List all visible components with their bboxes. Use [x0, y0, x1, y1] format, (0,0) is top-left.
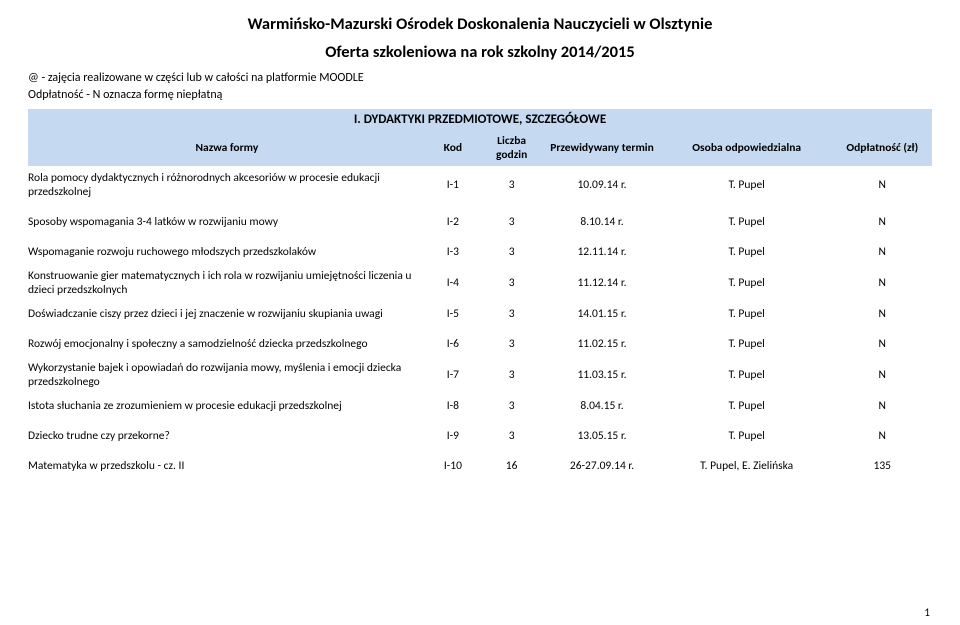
col-header-person: Osoba odpowiedzialna	[661, 130, 833, 166]
table-body: Rola pomocy dydaktycznych i różnorodnych…	[28, 166, 932, 478]
col-header-name: Nazwa formy	[28, 130, 426, 166]
cell-date: 8.04.15 r.	[543, 394, 661, 418]
cell-person: T. Pupel, E. Zielińska	[661, 454, 833, 478]
cell-fee: N	[833, 394, 932, 418]
cell-person: T. Pupel	[661, 264, 833, 302]
col-header-hours: Liczba godzin	[480, 130, 543, 166]
cell-name: Rola pomocy dydaktycznych i różnorodnych…	[28, 166, 426, 204]
cell-name: Doświadczanie ciszy przez dzieci i jej z…	[28, 302, 426, 326]
cell-hours: 3	[480, 210, 543, 234]
cell-code: I-5	[426, 302, 480, 326]
cell-code: I-8	[426, 394, 480, 418]
table-row: Matematyka w przedszkolu - cz. III-10162…	[28, 454, 932, 478]
page-title: Warmińsko-Mazurski Ośrodek Doskonalenia …	[28, 14, 932, 34]
cell-hours: 3	[480, 424, 543, 448]
cell-fee: N	[833, 210, 932, 234]
cell-date: 26-27.09.14 r.	[543, 454, 661, 478]
training-table: Nazwa formy Kod Liczba godzin Przewidywa…	[28, 130, 932, 478]
cell-code: I-7	[426, 356, 480, 394]
cell-name: Konstruowanie gier matematycznych i ich …	[28, 264, 426, 302]
cell-hours: 3	[480, 394, 543, 418]
cell-person: T. Pupel	[661, 302, 833, 326]
table-row: Rozwój emocjonalny i społeczny a samodzi…	[28, 332, 932, 356]
cell-fee: N	[833, 240, 932, 264]
col-header-fee: Odpłatność (zł)	[833, 130, 932, 166]
cell-hours: 16	[480, 454, 543, 478]
cell-date: 13.05.15 r.	[543, 424, 661, 448]
cell-person: T. Pupel	[661, 240, 833, 264]
legend-note-1: @ - zajęcia realizowane w części lub w c…	[28, 70, 932, 87]
cell-date: 11.12.14 r.	[543, 264, 661, 302]
cell-name: Matematyka w przedszkolu - cz. II	[28, 454, 426, 478]
cell-date: 8.10.14 r.	[543, 210, 661, 234]
cell-name: Wykorzystanie bajek i opowiadań do rozwi…	[28, 356, 426, 394]
table-row: Rola pomocy dydaktycznych i różnorodnych…	[28, 166, 932, 204]
cell-name: Wspomaganie rozwoju ruchowego młodszych …	[28, 240, 426, 264]
table-row: Doświadczanie ciszy przez dzieci i jej z…	[28, 302, 932, 326]
section-heading: I. DYDAKTYKI PRZEDMIOTOWE, SZCZEGÓŁOWE	[28, 109, 932, 130]
cell-code: I-1	[426, 166, 480, 204]
cell-person: T. Pupel	[661, 424, 833, 448]
cell-name: Sposoby wspomagania 3-4 latków w rozwija…	[28, 210, 426, 234]
cell-person: T. Pupel	[661, 210, 833, 234]
cell-hours: 3	[480, 240, 543, 264]
cell-date: 12.11.14 r.	[543, 240, 661, 264]
table-row: Sposoby wspomagania 3-4 latków w rozwija…	[28, 210, 932, 234]
legend-note-2: Odpłatność - N oznacza formę niepłatną	[28, 87, 932, 104]
cell-person: T. Pupel	[661, 332, 833, 356]
cell-date: 14.01.15 r.	[543, 302, 661, 326]
table-row: Dziecko trudne czy przekorne?I-9313.05.1…	[28, 424, 932, 448]
cell-fee: 135	[833, 454, 932, 478]
page-subtitle: Oferta szkoleniowa na rok szkolny 2014/2…	[28, 42, 932, 62]
cell-fee: N	[833, 356, 932, 394]
cell-person: T. Pupel	[661, 356, 833, 394]
cell-code: I-6	[426, 332, 480, 356]
col-header-date: Przewidywany termin	[543, 130, 661, 166]
cell-code: I-10	[426, 454, 480, 478]
page-number: 1	[924, 606, 930, 619]
table-row: Wykorzystanie bajek i opowiadań do rozwi…	[28, 356, 932, 394]
cell-hours: 3	[480, 166, 543, 204]
cell-code: I-3	[426, 240, 480, 264]
cell-code: I-9	[426, 424, 480, 448]
cell-name: Istota słuchania ze zrozumieniem w proce…	[28, 394, 426, 418]
cell-fee: N	[833, 166, 932, 204]
cell-name: Dziecko trudne czy przekorne?	[28, 424, 426, 448]
table-row: Istota słuchania ze zrozumieniem w proce…	[28, 394, 932, 418]
cell-hours: 3	[480, 302, 543, 326]
cell-person: T. Pupel	[661, 166, 833, 204]
col-header-code: Kod	[426, 130, 480, 166]
cell-hours: 3	[480, 332, 543, 356]
cell-hours: 3	[480, 356, 543, 394]
table-row: Wspomaganie rozwoju ruchowego młodszych …	[28, 240, 932, 264]
table-header-row: Nazwa formy Kod Liczba godzin Przewidywa…	[28, 130, 932, 166]
cell-fee: N	[833, 332, 932, 356]
cell-code: I-4	[426, 264, 480, 302]
cell-hours: 3	[480, 264, 543, 302]
cell-date: 11.02.15 r.	[543, 332, 661, 356]
cell-fee: N	[833, 424, 932, 448]
cell-fee: N	[833, 302, 932, 326]
cell-person: T. Pupel	[661, 394, 833, 418]
table-row: Konstruowanie gier matematycznych i ich …	[28, 264, 932, 302]
cell-date: 10.09.14 r.	[543, 166, 661, 204]
cell-code: I-2	[426, 210, 480, 234]
cell-fee: N	[833, 264, 932, 302]
cell-date: 11.03.15 r.	[543, 356, 661, 394]
cell-name: Rozwój emocjonalny i społeczny a samodzi…	[28, 332, 426, 356]
